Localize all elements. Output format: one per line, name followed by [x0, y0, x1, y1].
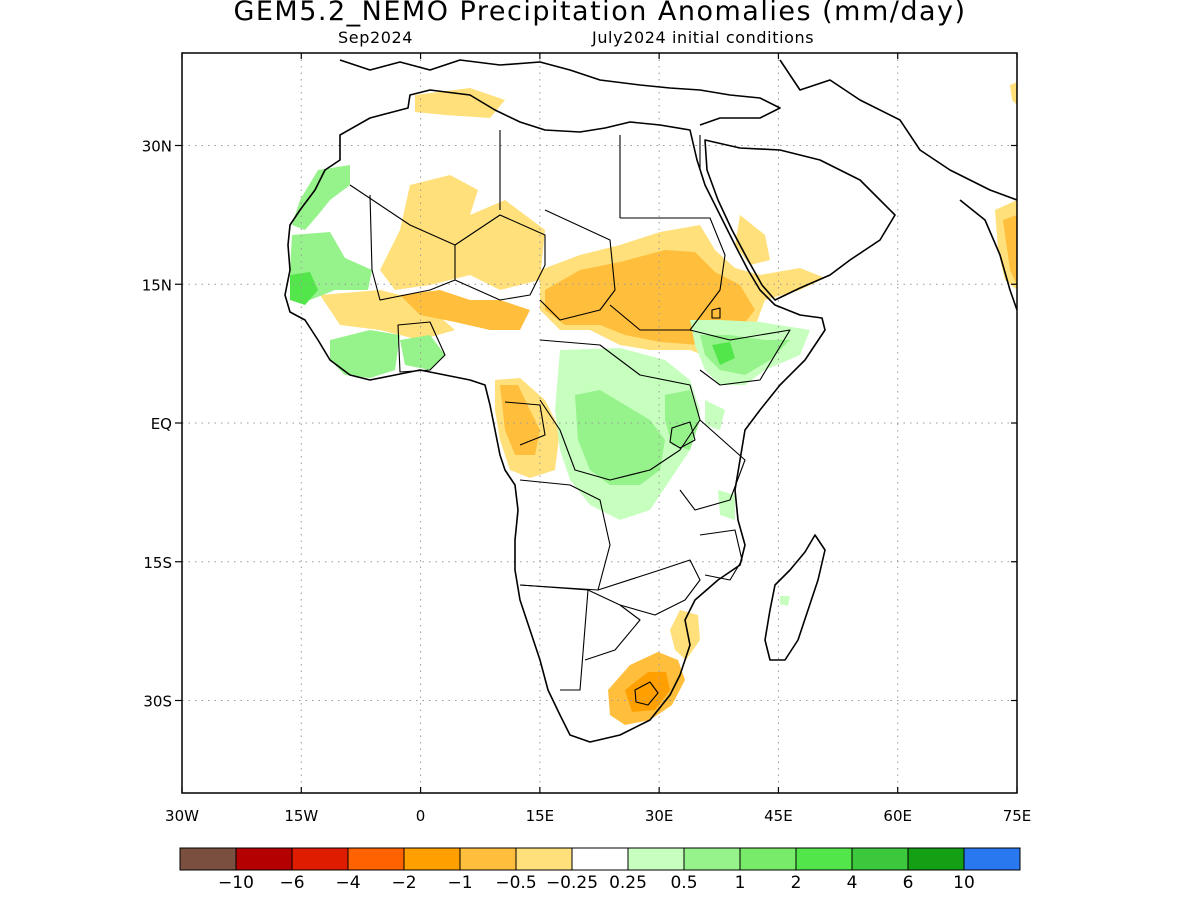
africa-coastline [284, 89, 826, 743]
colorbar-swatch [515, 847, 573, 871]
y-tick-label: EQ [151, 415, 172, 433]
colorbar-swatch [179, 847, 237, 871]
country-border [584, 589, 641, 661]
country-border [539, 339, 701, 481]
grid-lines [182, 53, 1017, 793]
anomaly-area [290, 272, 318, 305]
x-tick-label: 30W [165, 807, 199, 825]
country-border [397, 321, 446, 373]
country-border [504, 401, 546, 446]
colorbar-swatch [627, 847, 685, 871]
anomaly-area [380, 175, 545, 290]
anomaly-area [665, 390, 700, 450]
y-tick-label: 30N [142, 138, 172, 156]
coastlines [284, 59, 1017, 743]
colorbar-swatch [235, 847, 293, 871]
x-tick-label: 60E [883, 807, 912, 825]
colorbar-label: 0.5 [670, 873, 697, 893]
x-tick-label: 15W [284, 807, 318, 825]
colorbar-label: −4 [335, 873, 360, 893]
colorbar-swatch [739, 847, 797, 871]
country-border [609, 217, 726, 331]
colorbar-swatch [347, 847, 405, 871]
colorbar-label: 0.25 [609, 873, 647, 893]
anomaly-area [330, 330, 400, 378]
anomaly-area [780, 596, 790, 606]
anomaly-area [670, 610, 700, 660]
anomaly-area [400, 290, 530, 330]
colorbar-label: 6 [903, 873, 914, 893]
anomaly-shading [290, 82, 1017, 725]
x-tick-label: 45E [764, 807, 793, 825]
colorbar-swatch [403, 847, 461, 871]
anomaly-area [575, 390, 665, 485]
country-border [689, 329, 791, 386]
colorbar-label: 4 [847, 873, 858, 893]
colorbar-swatch [963, 847, 1021, 871]
x-tick-label: 75E [1003, 807, 1032, 825]
madagascar-coastline [764, 534, 826, 661]
y-tick-label: 15S [143, 554, 172, 572]
x-tick-label: 30E [645, 807, 674, 825]
colorbar-label: 10 [953, 873, 975, 893]
country-border [699, 529, 743, 581]
colorbar-label: 1 [735, 873, 746, 893]
colorbar-label: −6 [279, 873, 304, 893]
country-border [519, 584, 589, 691]
colorbar-swatch [683, 847, 741, 871]
anomaly-area [705, 400, 725, 430]
y-tick-label: 15N [142, 276, 172, 294]
colorbar-swatch [291, 847, 349, 871]
colorbar-swatch [571, 847, 629, 871]
colorbar-swatch [795, 847, 853, 871]
country-border [499, 130, 701, 218]
india-coastline [959, 199, 1017, 311]
europe-coastline [339, 59, 781, 126]
anomaly-area [735, 215, 770, 265]
country-border [519, 479, 611, 591]
anomaly-area [712, 342, 735, 365]
colorbar-label: −0.5 [495, 873, 536, 893]
anomaly-area [415, 88, 505, 118]
colorbar-swatch [851, 847, 909, 871]
y-tick-label: 30S [143, 693, 172, 711]
country-border [597, 559, 701, 616]
colorbar-label: −0.25 [546, 873, 598, 893]
colorbar-swatch [459, 847, 517, 871]
forecast-month: Sep2024 [338, 28, 414, 47]
country-border [454, 214, 546, 301]
colorbar-label: −1 [447, 873, 472, 893]
country-border [539, 209, 616, 321]
caspian-region-outline [779, 59, 1017, 201]
lake-tana [711, 307, 721, 319]
initial-conditions: July2024 initial conditions [592, 28, 815, 47]
axis-ticks: 30W 15W 0 15E 30E 45E 60E 75E 30N 15N EQ 15S 30S [142, 53, 1032, 825]
anomaly-area [1010, 82, 1017, 105]
colorbar-swatch [907, 847, 965, 871]
colorbar: −10 −6 −4 −2 −1 −0.5 −0.25 0.25 0.5 1 2 4 6 10 [179, 847, 1021, 893]
colorbar-label: 2 [791, 873, 802, 893]
anomaly-area [1003, 215, 1017, 285]
x-tick-label: 15E [526, 807, 555, 825]
map-title: GEM5.2_NEMO Precipitation Anomalies (mm/… [233, 0, 967, 27]
colorbar-label: −2 [391, 873, 416, 893]
x-tick-label: 0 [416, 807, 426, 825]
country-border [679, 419, 746, 511]
colorbar-label: −10 [218, 873, 254, 893]
anomaly-area [400, 335, 445, 370]
arabia-coastline [704, 139, 896, 301]
anomaly-area [292, 165, 350, 230]
country-border [349, 184, 456, 301]
lake-victoria [669, 421, 696, 449]
lesotho-border [634, 681, 659, 706]
